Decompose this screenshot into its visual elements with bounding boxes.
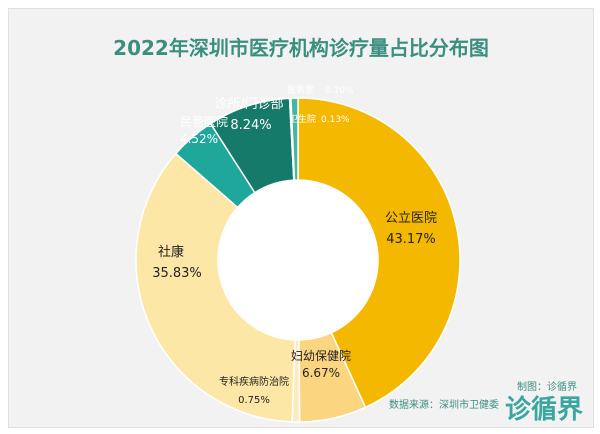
donut-slice-7	[290, 97, 299, 181]
producer-credit: 制图：诊循界	[517, 380, 577, 393]
donut-slices	[135, 97, 461, 423]
donut-hole	[219, 181, 377, 339]
donut-chart: 2022年深圳市医疗机构诊疗量占比分布图 公立医院 43.17% 妇幼保健院 6…	[113, 36, 583, 425]
label-public-hospital-name: 公立医院	[385, 211, 437, 226]
label-infirmary-value: 0.70%	[325, 86, 354, 96]
label-infirmary-name: 医务室	[287, 84, 314, 96]
brand-logo: 诊循界	[505, 394, 583, 425]
label-specialty-name: 专科疾病防治院	[219, 375, 289, 388]
label-maternal-name: 妇幼保健院	[291, 349, 351, 363]
label-maternal-value: 6.67%	[302, 366, 340, 380]
label-community-name: 社康	[158, 244, 184, 260]
donut-slice-3	[135, 152, 296, 423]
donut-slice-0	[297, 97, 461, 409]
label-private-hospital-name: 民营医院	[180, 115, 228, 129]
label-clinic-value: 8.24%	[230, 118, 271, 133]
label-health-center-value: 0.13%	[321, 115, 350, 125]
label-private-hospital-value: 4.52%	[180, 132, 218, 146]
label-specialty-value: 0.75%	[238, 395, 270, 406]
chart-frame: 2022年深圳市医疗机构诊疗量占比分布图 公立医院 43.17% 妇幼保健院 6…	[8, 8, 594, 428]
label-clinic-name: 诊所/门诊部	[214, 97, 283, 112]
label-health-center-name: 卫生院	[289, 113, 316, 125]
label-community-value: 35.83%	[152, 266, 202, 281]
data-source: 数据来源：深圳市卫健委	[389, 398, 499, 411]
label-public-hospital-value: 43.17%	[386, 232, 436, 247]
chart-title: 2022年深圳市医疗机构诊疗量占比分布图	[113, 36, 489, 60]
